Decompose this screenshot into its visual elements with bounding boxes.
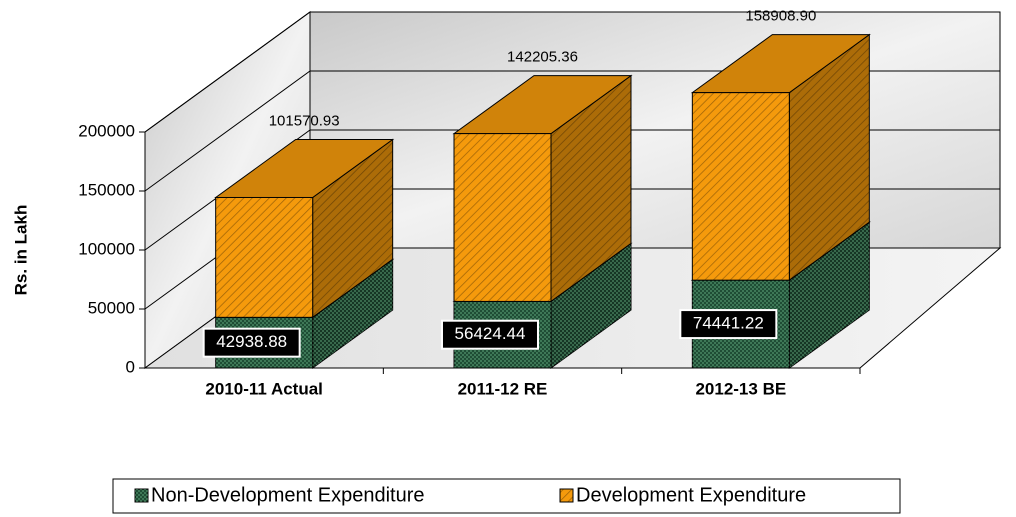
legend-swatch-pattern [135,489,148,502]
bar-side-pattern [789,34,870,281]
bar-side-pattern [551,243,631,368]
legend-label: Development Expenditure [576,484,806,506]
data-label: 101570.93 [269,112,340,129]
y-tick-label: 50000 [88,298,135,317]
x-tick-label: 2010-11 Actual [205,379,323,398]
grid-line [144,11,1000,133]
legend-box [112,478,901,514]
data-label-box [202,327,301,358]
legend-label: Non-Development Expenditure [151,484,425,506]
bar-pattern [454,133,551,302]
bar-segment [214,138,395,319]
bar-side-pattern [312,259,393,368]
y-axis-label: Rs. in Lakh [11,205,30,296]
bar-segment [452,74,633,303]
data-label-box [441,319,539,350]
data-label: 74441.22 [693,314,764,333]
x-tick-label: 2012-13 BE [695,379,786,398]
data-label: 158908.90 [745,8,816,25]
bar-pattern [215,197,313,318]
bar-side-pattern [551,75,631,302]
x-tick-label: 2011-12 RE [458,379,548,398]
y-tick-label: 0 [126,357,135,376]
bar-pattern [692,92,790,281]
data-label: 56424.44 [455,324,526,343]
data-label: 142205.36 [507,49,578,66]
y-tick-label: 100000 [78,239,135,258]
data-label: 42938.88 [216,332,287,351]
legend-swatch-pattern [560,489,573,502]
y-tick-label: 150000 [78,180,135,199]
bar-side-pattern [312,139,393,318]
bar-side-pattern [789,222,870,368]
data-label-box [679,309,778,340]
y-tick-label: 200000 [78,121,135,140]
bar-segment [690,33,871,282]
